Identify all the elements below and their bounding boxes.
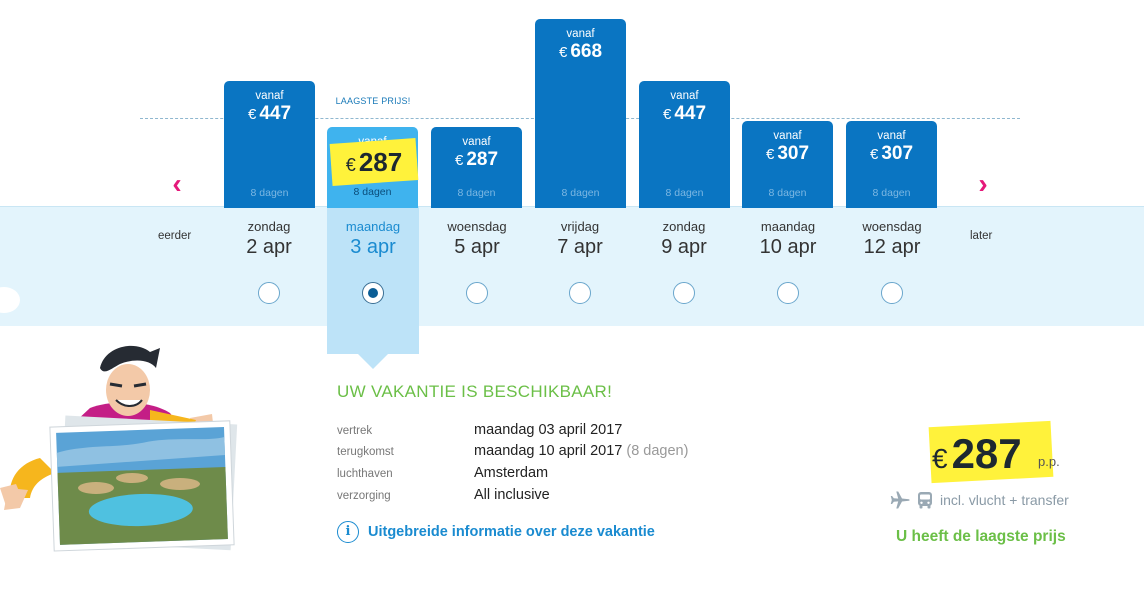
date-weekday: maandag — [760, 219, 816, 234]
return-duration: (8 dagen) — [626, 443, 689, 459]
bar-price-currency: € — [869, 146, 879, 163]
date-day: 5 apr — [454, 236, 500, 258]
return-value: maandag 10 april 2017 — [474, 443, 623, 459]
date-day: 3 apr — [350, 236, 396, 258]
date-day: 12 apr — [863, 236, 921, 258]
bar-price-currency: € — [765, 146, 775, 163]
departure-label: vertrek — [337, 425, 373, 437]
bar-price-currency: € — [558, 44, 568, 61]
date-day: 10 apr — [759, 236, 817, 258]
date-radio[interactable] — [362, 282, 384, 304]
date-day: 9 apr — [661, 236, 707, 258]
price-bar[interactable]: vanaf €307 8 dagen — [846, 121, 937, 208]
return-label: terugkomst — [337, 446, 394, 458]
bar-price-currency: € — [454, 152, 464, 169]
selected-date-column — [327, 206, 419, 354]
info-icon: i — [337, 521, 359, 543]
total-price: €287 — [932, 428, 1022, 485]
date-option[interactable]: maandag 10 apr — [736, 219, 840, 259]
price-bar[interactable]: vanaf €287 8 dagen — [431, 127, 522, 208]
bar-duration: 8 dagen — [561, 187, 600, 199]
total-currency: € — [932, 443, 948, 474]
price-bar[interactable]: vanaf €447 8 dagen — [639, 81, 730, 208]
date-day: 2 apr — [246, 236, 292, 258]
selected-date-pointer — [357, 353, 389, 369]
date-option[interactable]: woensdag 5 apr — [425, 219, 529, 259]
bar-price-prefix: vanaf — [566, 28, 595, 40]
bar-price-value: €447 — [662, 103, 707, 124]
board-value: All inclusive — [474, 487, 550, 503]
price-bar[interactable]: vanaf €447 8 dagen — [224, 81, 315, 208]
bar-price-value: €668 — [558, 41, 603, 62]
date-weekday: maandag — [345, 219, 401, 234]
airport-label: luchthaven — [337, 468, 393, 480]
airport-value: Amsterdam — [474, 465, 549, 481]
bus-icon — [918, 492, 932, 509]
bar-price-value: €307 — [765, 143, 810, 164]
date-radio[interactable] — [258, 282, 280, 304]
selected-bar-price: €287 — [345, 147, 403, 177]
plane-icon — [890, 491, 910, 509]
date-option[interactable]: maandag 3 apr — [321, 219, 425, 259]
date-radio[interactable] — [777, 282, 799, 304]
date-weekday: zondag — [247, 219, 291, 234]
date-radio[interactable] — [881, 282, 903, 304]
bar-price-prefix: vanaf — [255, 90, 284, 102]
bar-duration: 8 dagen — [457, 187, 496, 199]
lowest-price-label: LAAGSTE PRIJS! — [335, 96, 411, 106]
date-radio[interactable] — [466, 282, 488, 304]
bar-price-value: €307 — [869, 143, 914, 164]
bar-price-prefix: vanaf — [773, 130, 802, 142]
chevron-left-icon[interactable]: ‹ — [172, 168, 182, 199]
bar-duration: 8 dagen — [353, 186, 392, 198]
bar-duration: 8 dagen — [665, 187, 704, 199]
bar-price-currency: € — [662, 106, 672, 123]
date-weekday: vrijdag — [560, 219, 600, 234]
availability-headline: UW VAKANTIE IS BESCHIKBAAR! — [337, 382, 613, 401]
date-weekday: woensdag — [447, 219, 507, 234]
mascot-holding-photo-illustration — [0, 345, 238, 552]
bar-price-value: €287 — [454, 149, 499, 170]
bar-price-currency: € — [247, 106, 257, 123]
bar-price-prefix: vanaf — [462, 136, 491, 148]
total-price-value: 287 — [951, 430, 1022, 477]
more-info-text: Uitgebreide informatie over deze vakanti… — [368, 524, 655, 540]
price-bar[interactable]: vanaf €668 8 dagen — [535, 19, 626, 208]
bar-price-prefix: vanaf — [877, 130, 906, 142]
earlier-link[interactable]: eerder — [158, 230, 192, 242]
date-option[interactable]: zondag 9 apr — [632, 219, 736, 259]
departure-value: maandag 03 april 2017 — [474, 422, 623, 438]
date-radio[interactable] — [673, 282, 695, 304]
band-edge-decoration — [0, 287, 20, 313]
later-link[interactable]: later — [970, 230, 993, 242]
more-info-link[interactable]: i Uitgebreide informatie over deze vakan… — [337, 521, 655, 543]
board-label: verzorging — [337, 490, 391, 502]
date-radio[interactable] — [569, 282, 591, 304]
bar-duration: 8 dagen — [872, 187, 911, 199]
bar-price-value: €447 — [247, 103, 292, 124]
date-option[interactable]: woensdag 12 apr — [840, 219, 944, 259]
selected-bar-currency: € — [345, 155, 356, 175]
date-band — [0, 206, 1144, 326]
per-person-label: p.p. — [1038, 454, 1060, 469]
date-weekday: zondag — [662, 219, 706, 234]
date-option[interactable]: zondag 2 apr — [217, 219, 321, 259]
return-value-wrap: maandag 10 april 2017 (8 dagen) — [474, 443, 688, 459]
included-text: incl. vlucht + transfer — [940, 492, 1069, 508]
included-services: incl. vlucht + transfer — [890, 491, 1069, 509]
chevron-right-icon[interactable]: › — [978, 168, 988, 199]
bar-duration: 8 dagen — [768, 187, 807, 199]
date-option[interactable]: vrijdag 7 apr — [528, 219, 632, 259]
date-day: 7 apr — [557, 236, 603, 258]
bar-price-prefix: vanaf — [670, 90, 699, 102]
date-weekday: woensdag — [862, 219, 922, 234]
price-bar[interactable]: vanaf €307 8 dagen — [742, 121, 833, 208]
bar-duration: 8 dagen — [250, 187, 289, 199]
lowest-price-message: U heeft de laagste prijs — [896, 528, 1066, 545]
